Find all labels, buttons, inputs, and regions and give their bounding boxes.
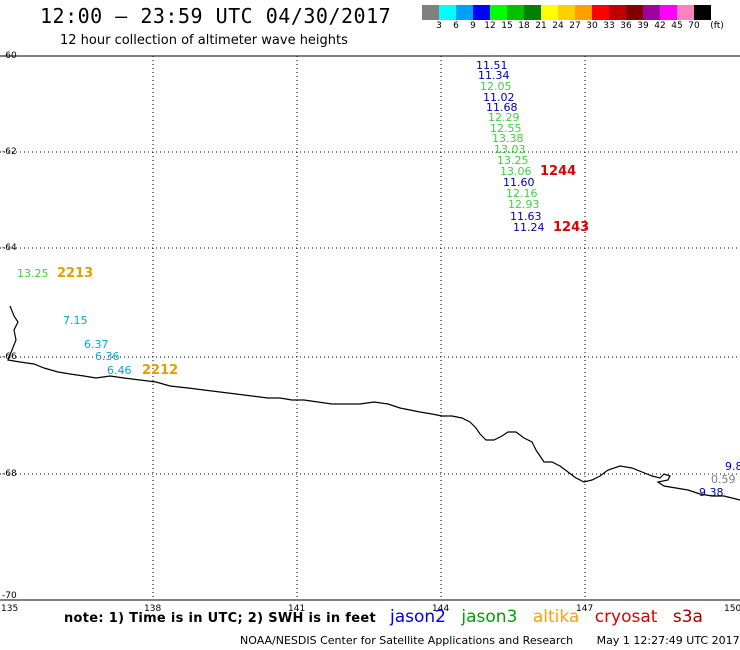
pass-time-label: 1244 — [540, 164, 577, 179]
credit-text: NOAA/NESDIS Center for Satellite Applica… — [240, 634, 574, 647]
color-scale-tick: 36 — [620, 21, 632, 31]
color-scale-tick: 9 — [470, 21, 476, 31]
color-swatch — [643, 5, 660, 20]
color-swatch — [473, 5, 490, 20]
wave-height-label: 13.25 — [17, 267, 49, 280]
wave-height-label: 12.05 — [480, 80, 512, 93]
color-scale-tick: 24 — [552, 21, 564, 31]
color-swatch — [626, 5, 643, 20]
units-note: note: 1) Time is in UTC; 2) SWH is in fe… — [64, 611, 376, 626]
color-scale-tick: 70 — [688, 21, 700, 31]
color-swatch — [694, 5, 711, 20]
color-swatch — [422, 5, 439, 20]
legend-jason2: jason2 — [390, 607, 446, 627]
color-scale-tick: 18 — [518, 21, 530, 31]
wave-height-label: 13.38 — [492, 132, 524, 145]
pass-time-label: 1243 — [553, 220, 590, 235]
wave-height-label: 9.38 — [699, 486, 724, 499]
chart-title: 12:00 – 23:59 UTC 04/30/2017 — [40, 4, 392, 28]
color-scale-tick: 30 — [586, 21, 598, 31]
latitude-gridlines — [0, 151, 740, 475]
wave-height-label: 11.24 — [513, 221, 545, 234]
coastline — [7, 305, 740, 501]
wave-height-label: 12.55 — [490, 122, 522, 135]
wave-height-label: 13.03 — [494, 143, 526, 156]
wave-height-label: 13.25 — [497, 154, 529, 167]
y-label-70: -70 — [2, 591, 17, 601]
color-swatch — [609, 5, 626, 20]
y-label-64: -64 — [2, 243, 17, 253]
wave-height-label: 7.15 — [63, 314, 88, 327]
legend-s3a: s3a — [672, 607, 703, 627]
legend-cryosat: cryosat — [594, 607, 658, 627]
wave-height-label: 6.46 — [107, 364, 132, 377]
chart-subtitle: 12 hour collection of altimeter wave hei… — [60, 33, 348, 48]
y-label-60: -60 — [2, 51, 17, 61]
mission-legend: jason2 jason3 altika cryosat s3a — [390, 607, 713, 627]
wave-height-label: 11.63 — [510, 210, 542, 223]
color-swatch — [439, 5, 456, 20]
wave-height-label: 11.68 — [486, 101, 518, 114]
wave-height-label: 12.29 — [488, 111, 520, 124]
color-swatch — [490, 5, 507, 20]
wave-height-label: 6.37 — [84, 338, 109, 351]
wave-height-label: 6.36 — [95, 350, 120, 363]
color-swatch — [592, 5, 609, 20]
color-scale-tick: 15 — [501, 21, 513, 31]
x-label-141: 141 — [288, 604, 306, 614]
color-scale-tick: 3 — [436, 21, 442, 31]
color-swatch — [677, 5, 694, 20]
legend-altika: altika — [532, 607, 580, 627]
color-scale-tick: 39 — [637, 21, 649, 31]
wave-height-label: 11.34 — [478, 69, 510, 82]
color-swatch — [541, 5, 558, 20]
y-label-66: -66 — [2, 352, 17, 362]
wave-height-label: 11.51 — [476, 59, 508, 72]
x-label-138: 138 — [144, 604, 162, 614]
color-scale-unit: (ft) — [710, 21, 724, 31]
wave-height-label: 12.93 — [508, 198, 540, 211]
wave-height-label: 11.02 — [483, 91, 515, 104]
color-scale-tick: 6 — [453, 21, 459, 31]
longitude-gridlines — [152, 56, 586, 600]
color-swatch — [524, 5, 541, 20]
wave-height-label: 0.59 — [711, 473, 736, 486]
legend-jason3: jason3 — [461, 607, 518, 627]
color-scale-tick: 12 — [484, 21, 496, 31]
color-swatch — [507, 5, 524, 20]
pass-time-label: 2212 — [142, 363, 179, 378]
x-label-147: 147 — [576, 604, 594, 614]
generated-timestamp: May 1 12:27:49 UTC 2017 — [596, 634, 740, 647]
color-scale-bar — [422, 5, 711, 20]
wave-height-label: 9.8 — [725, 460, 740, 473]
pass-time-label: 2213 — [57, 266, 94, 281]
x-label-144: 144 — [432, 604, 450, 614]
credit-footer: NOAA/NESDIS Center for Satellite Applica… — [240, 634, 740, 647]
wave-height-label: 13.06 — [500, 165, 532, 178]
color-scale-tick: 27 — [569, 21, 581, 31]
y-label-68: -68 — [2, 469, 17, 479]
color-scale-tick: 33 — [603, 21, 615, 31]
x-label-135: 135 — [1, 604, 19, 614]
y-label-62: -62 — [2, 147, 17, 157]
color-scale-tick: 45 — [671, 21, 683, 31]
color-swatch — [660, 5, 677, 20]
wave-height-label: 12.16 — [506, 187, 538, 200]
color-scale-tick: 21 — [535, 21, 547, 31]
color-swatch — [575, 5, 592, 20]
wave-height-label: 11.60 — [503, 176, 535, 189]
x-label-150: 150 — [724, 604, 740, 614]
color-swatch — [558, 5, 575, 20]
color-scale-tick: 42 — [654, 21, 666, 31]
color-swatch — [456, 5, 473, 20]
color-scale-labels: 3 6 9 12 15 18 21 24 27 30 33 36 39 42 45 70 (ft) — [422, 21, 740, 35]
